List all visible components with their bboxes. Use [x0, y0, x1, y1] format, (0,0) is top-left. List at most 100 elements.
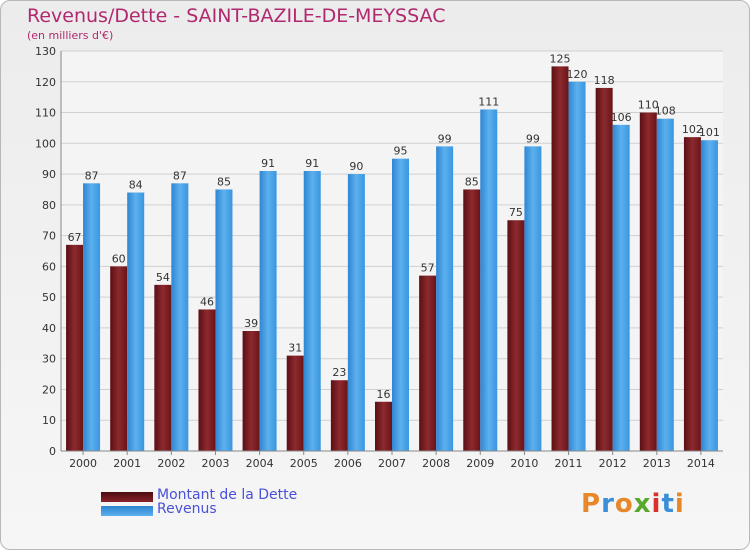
bar-dette — [110, 266, 128, 451]
data-label-revenus: 95 — [394, 145, 408, 158]
y-tick-label: 10 — [42, 414, 56, 427]
bar-revenus — [392, 158, 409, 451]
y-tick-label: 110 — [35, 107, 56, 120]
data-label-revenus: 84 — [129, 179, 143, 192]
data-label-dette: 16 — [377, 388, 391, 401]
legend-label-dette: Montant de la Dette — [157, 487, 298, 503]
bar-revenus — [83, 183, 101, 452]
x-tick-label: 2009 — [466, 457, 494, 470]
y-tick-label: 70 — [42, 230, 56, 243]
chart-title: Revenus/Dette - SAINT-BAZILE-DE-MEYSSAC — [27, 5, 446, 27]
bar-dette — [198, 309, 216, 451]
legend-swatch-revenus — [101, 506, 153, 516]
data-label-dette: 54 — [156, 271, 170, 284]
bar-dette — [419, 275, 437, 451]
y-tick-label: 80 — [42, 199, 56, 212]
data-label-dette: 125 — [550, 52, 571, 65]
x-tick-label: 2010 — [510, 457, 538, 470]
data-label-revenus: 106 — [611, 111, 632, 124]
bar-revenus — [436, 146, 454, 451]
bar-dette — [242, 331, 260, 451]
logo-letter: o — [614, 489, 634, 519]
data-label-dette: 23 — [332, 366, 346, 379]
bar-dette — [330, 380, 348, 451]
logo-letter: i — [651, 489, 662, 519]
bar-dette — [639, 112, 657, 452]
data-label-dette: 118 — [594, 74, 615, 87]
bar-revenus — [127, 192, 145, 452]
bar-revenus — [215, 189, 233, 451]
bar-revenus — [259, 171, 277, 451]
data-label-dette: 67 — [68, 231, 82, 244]
bar-revenus — [347, 174, 365, 452]
data-label-dette: 75 — [509, 206, 523, 219]
x-tick-label: 2001 — [113, 457, 141, 470]
data-label-revenus: 91 — [261, 157, 275, 170]
y-tick-label: 100 — [35, 137, 56, 150]
chart-subtitle: (en milliers d'€) — [27, 29, 114, 42]
legend-swatch-dette — [101, 492, 153, 502]
logo-letter: i — [674, 489, 685, 519]
bar-dette — [375, 401, 392, 451]
data-label-dette: 102 — [682, 123, 703, 136]
logo-letter: P — [581, 489, 602, 519]
x-tick-label: 2013 — [643, 457, 671, 470]
x-tick-label: 2014 — [687, 457, 715, 470]
bar-revenus — [656, 118, 674, 451]
bar-dette — [154, 284, 172, 451]
bar-revenus — [480, 109, 498, 451]
x-tick-label: 2002 — [157, 457, 185, 470]
x-tick-label: 2005 — [290, 457, 318, 470]
x-tick-label: 2011 — [555, 457, 583, 470]
data-label-revenus: 85 — [217, 175, 231, 188]
data-label-revenus: 101 — [699, 126, 720, 139]
y-tick-label: 50 — [42, 291, 56, 304]
data-label-dette: 39 — [244, 317, 258, 330]
legend-label-revenus: Revenus — [157, 501, 217, 517]
x-tick-label: 2008 — [422, 457, 450, 470]
logo-letter: r — [601, 489, 615, 519]
x-tick-label: 2000 — [69, 457, 97, 470]
logo-letter: t — [661, 489, 675, 519]
data-label-revenus: 90 — [349, 160, 363, 173]
x-tick-label: 2012 — [599, 457, 627, 470]
bar-revenus — [612, 124, 630, 451]
y-tick-label: 30 — [42, 353, 56, 366]
x-tick-label: 2007 — [378, 457, 406, 470]
data-label-revenus: 108 — [655, 105, 676, 118]
bar-dette — [595, 87, 613, 451]
bar-revenus — [568, 81, 586, 452]
y-tick-label: 40 — [42, 322, 56, 335]
bar-revenus — [524, 146, 542, 451]
data-label-dette: 85 — [465, 175, 479, 188]
y-tick-label: 90 — [42, 168, 56, 181]
y-tick-label: 130 — [35, 45, 56, 58]
bar-revenus — [700, 140, 718, 451]
data-label-revenus: 99 — [526, 132, 540, 145]
data-label-dette: 110 — [638, 99, 659, 112]
y-tick-label: 120 — [35, 76, 56, 89]
data-label-revenus: 91 — [305, 157, 319, 170]
data-label-revenus: 111 — [478, 95, 499, 108]
data-label-dette: 31 — [288, 342, 302, 355]
logo-letter: x — [633, 489, 652, 519]
bar-dette — [286, 355, 304, 451]
data-label-revenus: 87 — [85, 169, 99, 182]
bar-revenus — [303, 171, 321, 451]
x-tick-label: 2006 — [334, 457, 362, 470]
bar-dette — [66, 244, 84, 451]
x-tick-label: 2003 — [201, 457, 229, 470]
data-label-dette: 60 — [112, 252, 126, 265]
data-label-revenus: 99 — [438, 132, 452, 145]
y-tick-label: 20 — [42, 383, 56, 396]
bar-revenus — [171, 183, 189, 452]
y-tick-label: 60 — [42, 260, 56, 273]
bar-dette — [683, 137, 701, 451]
data-label-revenus: 120 — [567, 68, 588, 81]
bar-dette — [463, 189, 481, 451]
bar-dette — [507, 220, 525, 451]
x-tick-label: 2004 — [246, 457, 274, 470]
data-label-dette: 46 — [200, 295, 214, 308]
